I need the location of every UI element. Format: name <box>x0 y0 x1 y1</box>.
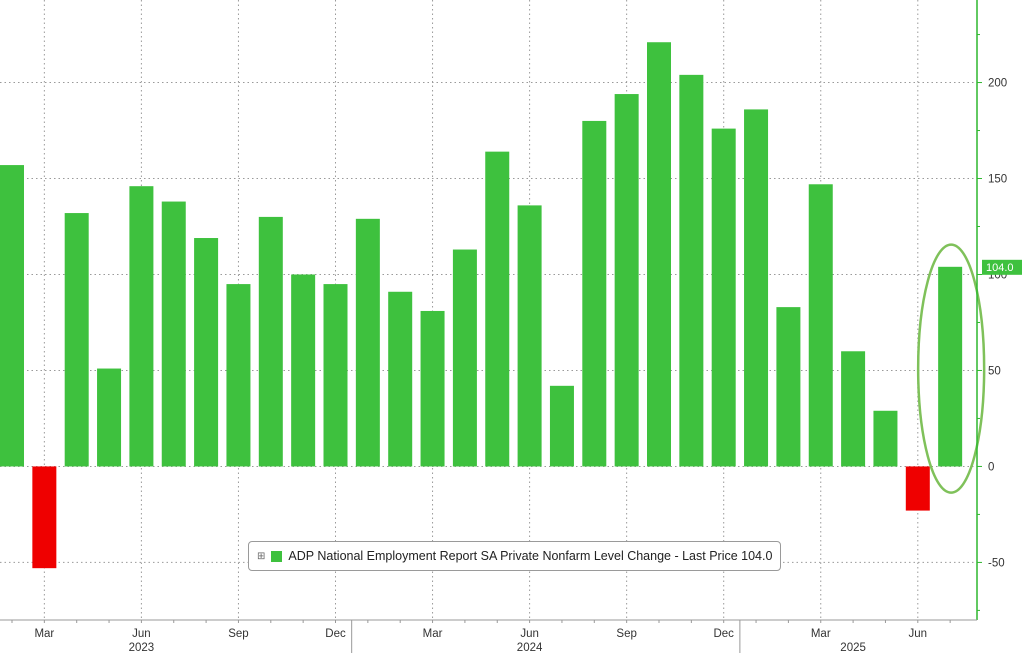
bar <box>452 249 477 467</box>
x-month-label: Jun <box>909 628 928 640</box>
bar <box>388 291 413 467</box>
bar <box>679 74 704 467</box>
x-month-label: Dec <box>325 628 346 640</box>
bar <box>0 165 24 467</box>
bar <box>744 109 769 467</box>
bar <box>517 205 542 467</box>
x-month-label: Mar <box>34 628 54 640</box>
legend-swatch <box>271 550 283 562</box>
highlight-ellipse <box>916 243 986 494</box>
bar <box>194 238 219 467</box>
x-month-label: Mar <box>811 628 831 640</box>
bar <box>485 151 510 467</box>
bar <box>97 368 122 467</box>
bar <box>64 213 89 467</box>
bar <box>905 466 930 511</box>
x-month-label: Jun <box>520 628 539 640</box>
bar <box>808 184 833 467</box>
x-year-label: 2023 <box>129 642 155 653</box>
bar <box>582 120 607 467</box>
y-tick-label: 150 <box>988 174 1007 186</box>
bar <box>873 410 898 467</box>
x-month-label: Jun <box>132 628 151 640</box>
last-price-tag <box>982 259 1022 275</box>
y-tick-label: 50 <box>988 365 1001 377</box>
bar <box>291 274 316 467</box>
bar <box>129 186 154 467</box>
bar <box>841 351 866 467</box>
last-price-label: 104.0 <box>986 262 1014 274</box>
legend-toggle-icon[interactable]: ⊞ <box>257 550 266 562</box>
y-tick-label: 200 <box>988 78 1007 90</box>
bar <box>420 310 445 467</box>
bar <box>938 266 963 467</box>
bar <box>614 94 639 467</box>
legend: ⊞ ADP National Employment Report SA Priv… <box>248 541 782 571</box>
bar <box>323 284 348 467</box>
legend-label: ADP National Employment Report SA Privat… <box>288 549 773 563</box>
bar <box>647 42 671 467</box>
x-month-label: Mar <box>423 628 443 640</box>
bar <box>226 284 251 467</box>
x-month-label: Sep <box>616 628 636 640</box>
bar <box>355 218 380 467</box>
bar <box>161 201 186 467</box>
y-tick-label: 0 <box>988 461 994 473</box>
bar <box>32 466 57 569</box>
bar <box>776 307 801 467</box>
bar <box>258 216 283 467</box>
x-month-label: Dec <box>713 628 734 640</box>
x-year-label: 2024 <box>517 642 543 653</box>
bar <box>711 128 736 467</box>
x-year-label: 2025 <box>840 642 866 653</box>
x-month-label: Sep <box>228 628 248 640</box>
y-tick-label: -50 <box>988 557 1005 569</box>
bar <box>549 385 574 467</box>
